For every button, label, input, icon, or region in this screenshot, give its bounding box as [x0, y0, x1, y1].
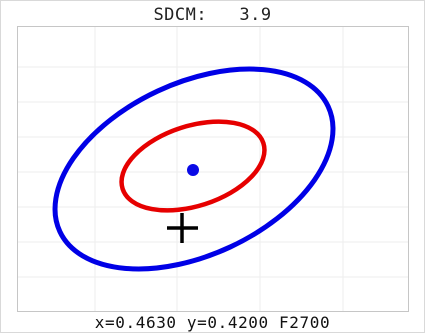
sdcm-label: SDCM: [153, 5, 208, 25]
grid [18, 27, 408, 311]
reference-illuminant: F2700 [279, 313, 331, 332]
sdcm-value: 3.9 [239, 5, 272, 25]
x-coord-value: 0.4630 [115, 313, 177, 332]
coordinate-status-bar: x=0.4630 y=0.4200 F2700 [0, 313, 425, 333]
y-coord-value: 0.4200 [207, 313, 269, 332]
inner-macadam-ellipse [119, 119, 267, 213]
x-coord-label: x= [94, 313, 116, 332]
y-coord-label: y= [186, 313, 208, 332]
sdcm-readout: SDCM: 3.9 [0, 5, 425, 25]
outer-macadam-ellipse [52, 66, 336, 272]
measured-point-crosshair [167, 213, 198, 243]
target-center-point [187, 164, 199, 176]
